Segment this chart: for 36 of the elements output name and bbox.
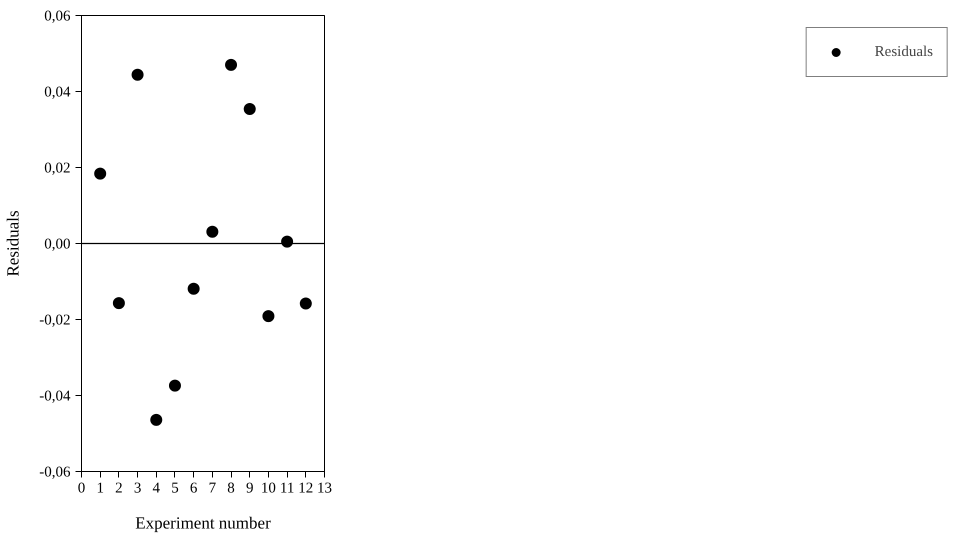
y-axis-title: Residuals xyxy=(3,210,22,277)
legend-label: Residuals xyxy=(874,44,933,60)
y-tick-label: -0,02 xyxy=(39,312,71,328)
y-tick-label: 0,02 xyxy=(44,160,70,176)
x-tick-label: 12 xyxy=(298,480,314,496)
point xyxy=(300,298,312,310)
x-tick-label: 8 xyxy=(227,480,235,496)
y-tick-label: 0,04 xyxy=(44,84,71,100)
point xyxy=(262,310,274,322)
point xyxy=(188,282,200,295)
point xyxy=(225,58,238,71)
point xyxy=(168,380,181,392)
x-axis-title: Experiment number xyxy=(135,514,272,532)
x-tick-label: 4 xyxy=(152,480,161,496)
y-tick-label: -0,06 xyxy=(39,464,71,480)
x-tick-label: 13 xyxy=(317,480,332,496)
x-tick-label: 10 xyxy=(260,480,276,496)
x-tick-label: 0 xyxy=(78,480,86,496)
x-tick-label: 6 xyxy=(190,480,198,496)
point xyxy=(244,102,256,115)
point xyxy=(132,68,144,81)
x-tick-label: 11 xyxy=(280,480,294,496)
point xyxy=(206,226,218,238)
x-tick-label: 1 xyxy=(96,480,104,496)
y-tick-label: 0,00 xyxy=(44,236,70,252)
point xyxy=(150,414,162,426)
point xyxy=(94,168,106,180)
x-tick-label: 3 xyxy=(134,480,142,496)
point xyxy=(112,297,125,310)
x-tick-label: 9 xyxy=(246,480,254,496)
y-tick-label: -0,04 xyxy=(39,388,71,404)
x-tick-label: 7 xyxy=(208,480,217,496)
point xyxy=(281,236,294,248)
x-tick-label: 2 xyxy=(115,480,123,496)
x-tick-label: 5 xyxy=(171,480,179,496)
y-tick-label: 0,06 xyxy=(44,8,71,24)
